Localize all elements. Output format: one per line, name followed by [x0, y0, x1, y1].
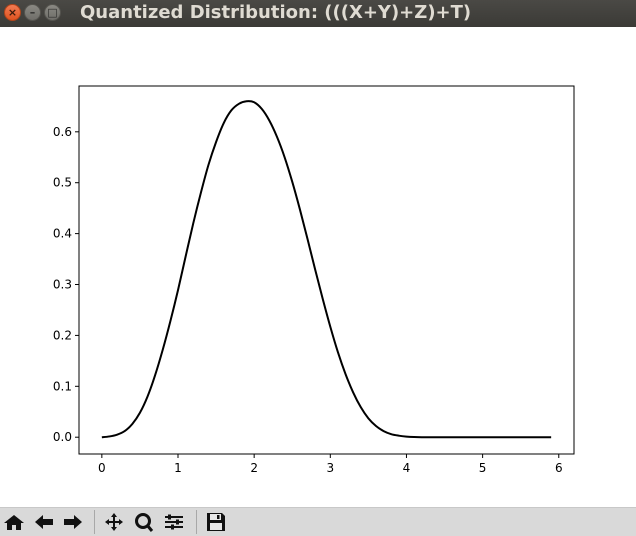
x-tick-label: 4	[403, 461, 411, 475]
forward-arrow-icon	[64, 515, 82, 529]
x-tick-label: 1	[174, 461, 182, 475]
axes-frame	[78, 85, 575, 455]
zoom-icon	[135, 513, 154, 532]
title-bar: × – □ Quantized Distribution: (((X+Y)+Z)…	[0, 0, 636, 28]
y-tick-label: 0.4	[53, 227, 72, 241]
back-button[interactable]	[32, 511, 56, 533]
x-tick-label: 0	[98, 461, 106, 475]
navigation-toolbar	[0, 507, 636, 536]
zoom-button[interactable]	[132, 511, 156, 533]
forward-button[interactable]	[61, 511, 85, 533]
configure-subplots-icon	[165, 514, 183, 530]
pan-button[interactable]	[102, 511, 126, 533]
back-arrow-icon	[35, 515, 53, 529]
configure-subplots-button[interactable]	[162, 511, 186, 533]
home-button[interactable]	[2, 511, 26, 533]
save-button[interactable]	[204, 511, 228, 533]
y-tick-label: 0.1	[53, 379, 72, 393]
x-tick-label: 3	[326, 461, 334, 475]
toolbar-separator	[196, 510, 197, 534]
y-tick-label: 0.0	[53, 430, 72, 444]
y-tick-label: 0.5	[53, 176, 72, 190]
y-tick-label: 0.6	[53, 125, 72, 139]
line-chart: 0 1 2 3 4 5 6 0.0 0.1 0.2 0.3 0.4 0.5 0.6	[53, 85, 575, 475]
maximize-button[interactable]: □	[44, 4, 61, 21]
x-tick-label: 2	[250, 461, 258, 475]
axis-ticks: 0 1 2 3 4 5 6 0.0 0.1 0.2 0.3 0.4 0.5 0.6	[53, 125, 563, 475]
x-tick-label: 5	[479, 461, 487, 475]
minimize-button[interactable]: –	[24, 4, 41, 21]
y-tick-label: 0.3	[53, 278, 72, 292]
series-line	[101, 100, 552, 439]
window-title: Quantized Distribution: (((X+Y)+Z)+T)	[80, 2, 472, 23]
x-tick-label: 6	[555, 461, 563, 475]
close-button[interactable]: ×	[4, 4, 21, 21]
figure-canvas[interactable]: 0 1 2 3 4 5 6 0.0 0.1 0.2 0.3 0.4 0.5 0.6	[0, 27, 636, 507]
pan-icon	[105, 513, 123, 531]
series-layer	[101, 100, 552, 439]
save-icon	[207, 513, 225, 531]
toolbar-separator	[94, 510, 95, 534]
y-tick-label: 0.2	[53, 328, 72, 342]
home-icon	[4, 515, 24, 530]
